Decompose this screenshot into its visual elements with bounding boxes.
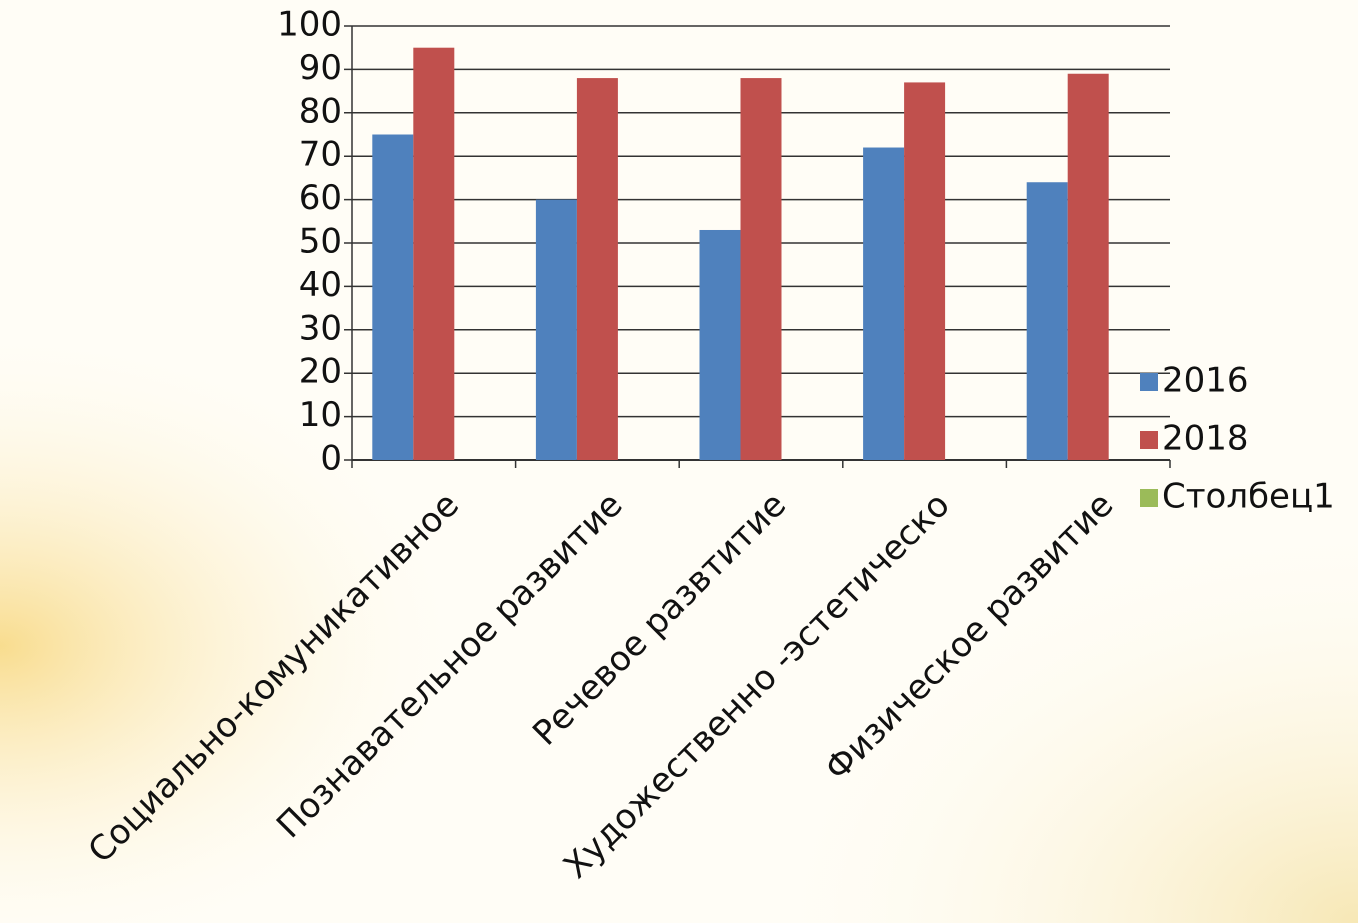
bar bbox=[1026, 182, 1068, 461]
y-tick-label: 90 bbox=[299, 48, 342, 88]
bar bbox=[863, 147, 905, 460]
legend-swatch bbox=[1140, 489, 1158, 507]
y-tick-label: 30 bbox=[299, 308, 342, 348]
y-tick-label: 0 bbox=[320, 439, 342, 479]
legend-label: 2018 bbox=[1162, 419, 1249, 459]
y-tick-label: 60 bbox=[299, 178, 342, 218]
y-tick-label: 50 bbox=[299, 222, 342, 262]
legend-label: 2016 bbox=[1162, 361, 1249, 401]
bar bbox=[576, 78, 618, 460]
legend-label: Столбец1 bbox=[1162, 477, 1335, 517]
legend-swatch bbox=[1140, 431, 1158, 449]
bar bbox=[1067, 73, 1109, 461]
legend-swatch bbox=[1140, 373, 1158, 391]
bar bbox=[413, 47, 455, 460]
bar bbox=[904, 82, 946, 461]
y-tick-label: 40 bbox=[299, 265, 342, 305]
bar bbox=[740, 78, 782, 460]
bar bbox=[535, 199, 577, 460]
y-tick-label: 20 bbox=[299, 352, 342, 392]
y-tick-label: 80 bbox=[299, 91, 342, 131]
y-tick-label: 100 bbox=[277, 5, 342, 45]
bar bbox=[699, 229, 741, 460]
y-tick-label: 70 bbox=[299, 135, 342, 175]
bar bbox=[372, 134, 414, 460]
y-tick-label: 10 bbox=[299, 395, 342, 435]
